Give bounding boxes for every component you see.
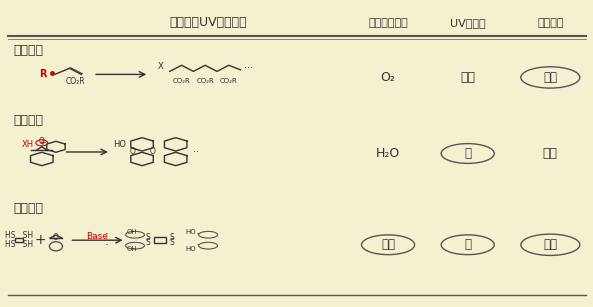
Text: CO₂R: CO₂R <box>173 78 190 84</box>
Text: O₂: O₂ <box>381 71 396 84</box>
Text: OH: OH <box>126 246 137 252</box>
Ellipse shape <box>126 242 145 249</box>
Text: 代表的なUV硬化反応: 代表的なUV硬化反応 <box>170 16 247 29</box>
Ellipse shape <box>49 242 62 251</box>
Text: O: O <box>53 233 59 242</box>
Text: ···: ··· <box>244 63 253 73</box>
Text: HS   SH: HS SH <box>5 231 33 240</box>
Text: なし: なし <box>381 238 395 251</box>
Text: HO: HO <box>185 229 196 235</box>
Text: 可: 可 <box>464 147 471 160</box>
Text: 不可: 不可 <box>460 71 475 84</box>
Text: ラジカル: ラジカル <box>14 44 43 56</box>
Text: なし: なし <box>543 238 557 251</box>
Text: HS   SH: HS SH <box>5 240 33 249</box>
Text: +: + <box>38 138 46 148</box>
Text: 金属腐食: 金属腐食 <box>537 18 563 28</box>
Text: Base: Base <box>87 232 108 241</box>
Text: なし: なし <box>543 71 557 84</box>
Ellipse shape <box>126 231 145 238</box>
Ellipse shape <box>441 144 495 163</box>
Text: +: + <box>34 233 46 247</box>
Text: OH: OH <box>126 229 137 235</box>
Text: ·: · <box>196 239 199 252</box>
Text: O: O <box>130 147 136 156</box>
Text: ·: · <box>105 239 109 252</box>
Text: CO₂R: CO₂R <box>66 76 85 86</box>
Text: ··: ·· <box>193 147 199 157</box>
Ellipse shape <box>441 235 495 255</box>
Ellipse shape <box>521 234 580 255</box>
Text: あり: あり <box>543 147 558 160</box>
Text: H₂O: H₂O <box>376 147 400 160</box>
Text: O: O <box>39 137 44 146</box>
Text: R: R <box>39 69 47 80</box>
Text: ·: · <box>105 228 109 241</box>
Ellipse shape <box>199 242 218 249</box>
Text: カチオン: カチオン <box>14 114 43 126</box>
Text: 重合阷害要因: 重合阷害要因 <box>368 18 408 28</box>
Text: HO: HO <box>113 140 126 149</box>
Text: CO₂R: CO₂R <box>196 78 214 84</box>
Ellipse shape <box>362 235 415 255</box>
Text: CO₂R: CO₂R <box>220 78 238 84</box>
Text: HO: HO <box>185 246 196 252</box>
Text: S: S <box>169 233 174 242</box>
Text: ·: · <box>196 228 199 241</box>
Text: S: S <box>169 238 174 247</box>
Ellipse shape <box>521 67 580 88</box>
Text: O: O <box>149 147 155 156</box>
Text: XH: XH <box>22 140 34 149</box>
Text: S: S <box>146 233 151 242</box>
Text: アニオン: アニオン <box>14 202 43 215</box>
Text: UV後硬化: UV後硬化 <box>450 18 486 28</box>
Text: 可: 可 <box>464 238 471 251</box>
Text: S: S <box>146 238 151 247</box>
Text: X: X <box>158 62 164 71</box>
Ellipse shape <box>199 231 218 238</box>
